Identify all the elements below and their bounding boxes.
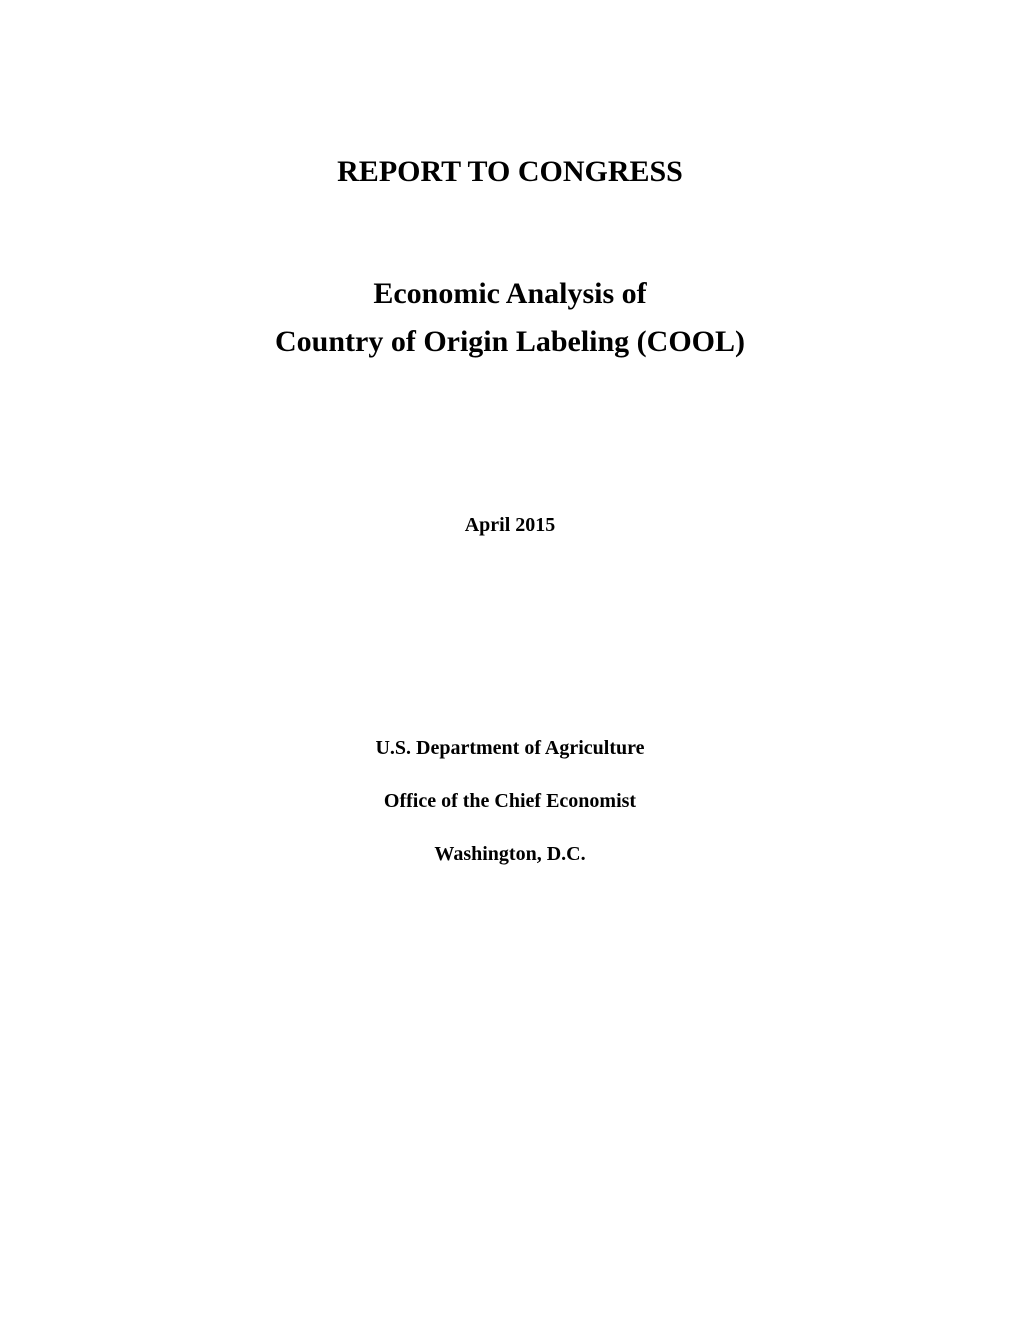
cover-page: REPORT TO CONGRESS Economic Analysis of … xyxy=(0,0,1020,866)
office-name: Office of the Chief Economist xyxy=(0,790,1020,813)
report-subtitle-line2: Country of Origin Labeling (COOL) xyxy=(0,325,1020,359)
location-name: Washington, D.C. xyxy=(0,843,1020,866)
report-subtitle-line1: Economic Analysis of xyxy=(0,277,1020,311)
department-name: U.S. Department of Agriculture xyxy=(0,737,1020,760)
report-date: April 2015 xyxy=(0,514,1020,537)
report-title: REPORT TO CONGRESS xyxy=(0,155,1020,189)
